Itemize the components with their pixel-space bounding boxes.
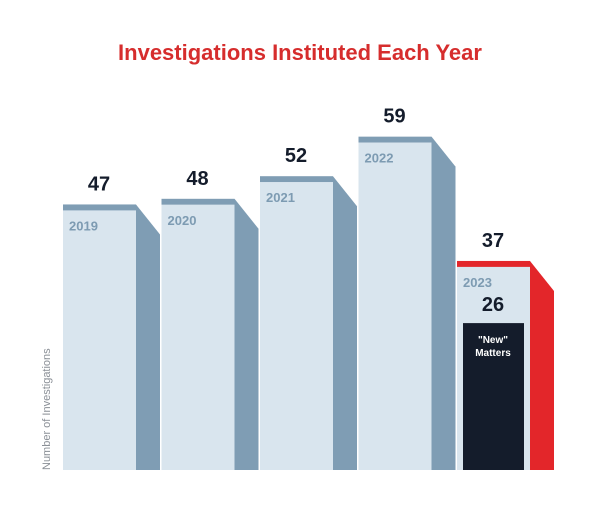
category-label-2019: 2019 (69, 218, 98, 233)
category-label-2023: 2023 (463, 275, 492, 290)
bar-shadow-2023 (530, 260, 554, 470)
sub-bar-label-line2: Matters (475, 348, 511, 359)
bar-2020 (161, 204, 235, 471)
bar-cap-2023 (457, 260, 530, 267)
value-label-2019: 47 (88, 173, 110, 195)
category-label-2020: 2020 (168, 213, 197, 228)
bar-2019 (63, 210, 136, 470)
value-label-2022: 59 (383, 106, 405, 128)
value-label-2023: 37 (482, 230, 504, 252)
bar-shadow-2022 (431, 136, 456, 470)
bar-2021 (260, 182, 333, 470)
chart-title: Investigations Instituted Each Year (118, 40, 482, 65)
category-label-2022: 2022 (365, 151, 394, 166)
bar-shadow-2020 (234, 198, 259, 471)
bar-cap-2022 (358, 136, 432, 143)
bar-2022 (358, 142, 432, 470)
bar-shadow-2021 (333, 176, 357, 470)
value-label-2021: 52 (285, 145, 307, 167)
category-label-2021: 2021 (266, 190, 295, 205)
bar-cap-2020 (161, 198, 235, 205)
bars-layer: 2019 47 2020 48 2021 52 2022 59 2023 37 26 "New" Mat… (63, 106, 554, 471)
sub-bar-label-line1: "New" (478, 335, 508, 346)
y-axis-label: Number of Investigations (41, 348, 53, 470)
sub-bar-2023 (463, 323, 524, 470)
bar-shadow-2019 (136, 204, 160, 470)
bar-cap-2021 (260, 176, 333, 183)
value-label-2020: 48 (186, 168, 208, 190)
bar-cap-2019 (63, 204, 136, 211)
sub-bar-value-label: 26 (482, 294, 504, 316)
